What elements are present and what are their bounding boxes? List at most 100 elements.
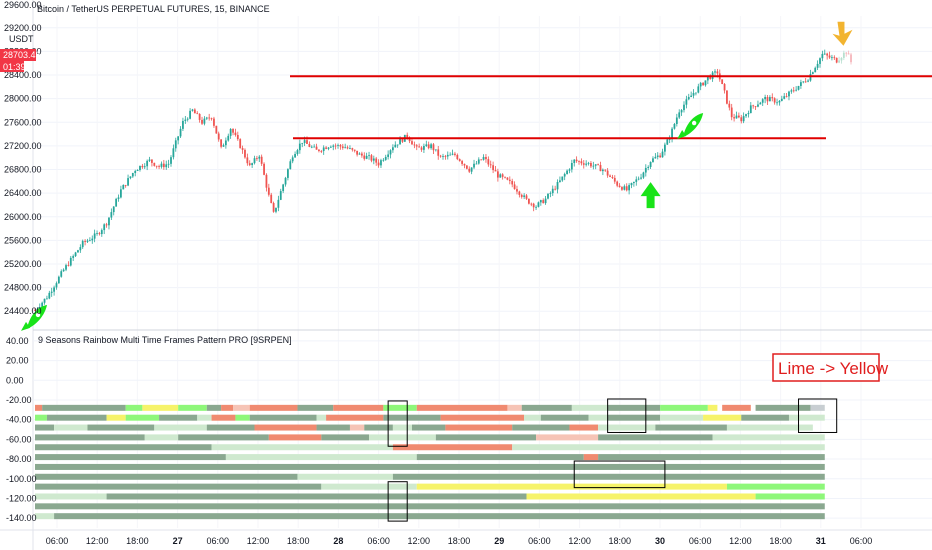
candle-body xyxy=(728,103,731,108)
candle-body xyxy=(771,97,774,99)
candle-body xyxy=(754,106,757,108)
candle-body xyxy=(382,159,385,161)
candle-body xyxy=(511,180,514,185)
indicator-tick-label: 20.00 xyxy=(6,356,29,366)
candle-body xyxy=(740,117,743,122)
price-axis[interactable]: 24400.00 24800.00 25200.00 25600.00 26000.00… xyxy=(4,23,42,316)
candle-body xyxy=(258,156,261,159)
candle-body xyxy=(716,71,719,74)
candle-body xyxy=(475,163,478,165)
arrow-up-icon xyxy=(640,182,661,209)
rainbow-segment xyxy=(197,414,212,421)
candle-body xyxy=(155,165,158,167)
candle-body xyxy=(559,180,561,182)
candle-body xyxy=(590,162,592,167)
candle-body xyxy=(112,206,115,213)
price-tick-label: 29200.00 xyxy=(4,23,42,33)
candle-body xyxy=(425,144,428,147)
candle-body xyxy=(580,161,583,164)
candle-body xyxy=(34,310,36,311)
candle-body xyxy=(69,257,72,266)
candle-body xyxy=(234,132,237,135)
rainbow-segment xyxy=(392,444,513,451)
candle-body xyxy=(597,164,599,166)
candle-body xyxy=(795,89,798,91)
candle-body xyxy=(418,146,421,148)
candle-body xyxy=(241,148,244,150)
candle-body xyxy=(263,163,265,175)
time-tick-label: 29 xyxy=(494,536,504,546)
candle-body xyxy=(380,160,382,166)
candle-body xyxy=(394,144,397,148)
candle-body xyxy=(752,105,755,107)
candle-body xyxy=(229,129,232,136)
price-tick-label: 25200.00 xyxy=(4,259,42,269)
candle-body xyxy=(349,148,351,149)
indicator-panel[interactable]: 9 Seasons Rainbow Multi Time Frames Patt… xyxy=(6,335,932,523)
candle-body xyxy=(356,150,359,155)
candle-body xyxy=(88,240,91,242)
rainbow-segment xyxy=(42,404,126,411)
rainbow-segment xyxy=(583,454,599,461)
candle-body xyxy=(556,181,559,190)
candle-body xyxy=(449,154,452,156)
candle-body xyxy=(833,57,836,59)
candle-body xyxy=(43,298,46,303)
candle-body xyxy=(671,128,673,140)
candle-body xyxy=(735,115,738,119)
candle-body xyxy=(697,86,700,93)
candle-body xyxy=(318,149,320,151)
candle-body xyxy=(287,169,289,178)
candle-body xyxy=(401,138,404,142)
rainbow-segment xyxy=(333,404,384,411)
highlight-box xyxy=(607,398,647,433)
candle-body xyxy=(687,97,690,100)
rainbow-segment xyxy=(297,473,393,480)
rainbow-bars xyxy=(35,404,825,520)
time-tick-label: 18:00 xyxy=(126,536,149,546)
candle-body xyxy=(296,150,299,155)
candle-body xyxy=(661,151,664,158)
time-axis[interactable]: 06:00 12:00 18:00 27 06:00 12:00 18:00 28 06:00 1… xyxy=(46,536,873,546)
candle-body xyxy=(759,102,762,105)
candle-body xyxy=(337,144,339,146)
candle-body xyxy=(764,97,767,100)
time-tick-label: 18:00 xyxy=(769,536,792,546)
rainbow-segment xyxy=(571,404,608,411)
candle-body xyxy=(501,174,504,177)
candle-body xyxy=(368,155,370,157)
candle-body xyxy=(136,169,139,171)
candle-body xyxy=(110,212,113,218)
candle-body xyxy=(413,144,416,146)
candle-body xyxy=(709,76,712,79)
rainbow-segment xyxy=(125,414,160,421)
rainbow-segment xyxy=(321,483,417,490)
rainbow-segment xyxy=(755,493,825,500)
time-tick-label: 27 xyxy=(173,536,183,546)
candle-body xyxy=(592,165,595,167)
candle-body xyxy=(48,292,51,299)
candle-body xyxy=(260,156,263,164)
candle-body xyxy=(179,128,182,137)
candle-body xyxy=(191,109,194,111)
rainbow-segment xyxy=(225,454,417,461)
candle-body xyxy=(647,166,650,168)
rainbow-segment xyxy=(142,404,179,411)
indicator-axis[interactable]: 40.00 20.00 0.00 -20.00 -40.00 -60.00 -80.00 -1… xyxy=(6,336,37,523)
candle-body xyxy=(127,178,129,186)
candle-body xyxy=(542,200,545,204)
rainbow-segment xyxy=(154,424,207,431)
candle-body xyxy=(544,198,547,204)
candle-body xyxy=(611,176,614,178)
candle-body xyxy=(547,193,549,199)
rainbow-segment xyxy=(249,404,298,411)
candle-body xyxy=(742,116,745,122)
candle-body xyxy=(809,73,812,81)
candle-body xyxy=(143,166,146,168)
candle-body xyxy=(518,191,521,195)
candle-body xyxy=(158,166,160,167)
candle-body xyxy=(432,144,435,151)
candle-body xyxy=(115,198,118,207)
